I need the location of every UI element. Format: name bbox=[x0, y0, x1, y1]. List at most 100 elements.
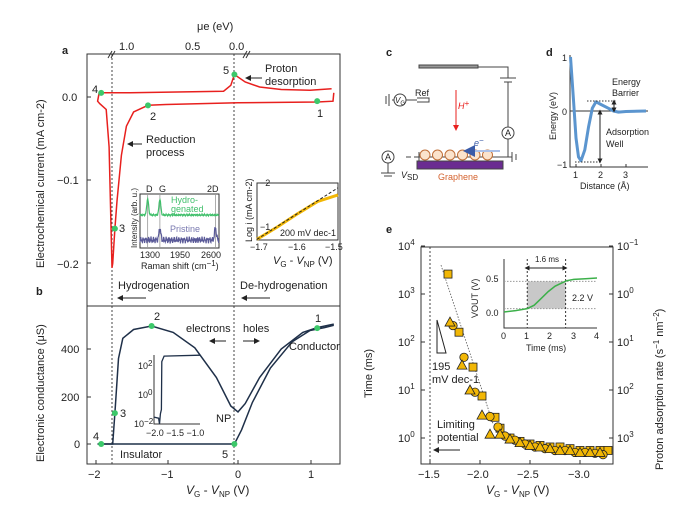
ammeter-top bbox=[501, 126, 515, 140]
b-x-tick: −1 bbox=[161, 469, 174, 481]
data-point-triangle bbox=[524, 439, 536, 450]
e-x-tick: −2.0 bbox=[467, 469, 489, 481]
top-tick-label: 0.5 bbox=[185, 41, 200, 53]
logi-plot bbox=[256, 187, 339, 241]
data-point-triangle bbox=[534, 441, 546, 452]
raman-hydrogenated-spectrum bbox=[139, 196, 220, 218]
logi-y-tick: −1 bbox=[260, 222, 270, 232]
shaded-interval bbox=[527, 281, 566, 309]
e-x-tick: −1.5 bbox=[418, 469, 440, 481]
panel-label-e: e bbox=[386, 224, 392, 236]
panel-label-c: c bbox=[386, 47, 392, 59]
proton-desorption-label: desorption bbox=[265, 76, 316, 88]
e-y2-tick-label: 103 bbox=[617, 430, 634, 445]
a-point-label: 2 bbox=[150, 111, 156, 123]
well-label: Adsorption bbox=[606, 127, 649, 137]
e-inset-plot bbox=[503, 259, 598, 328]
data-point-circle bbox=[493, 422, 503, 432]
top-tick-label: 1.0 bbox=[119, 41, 134, 53]
well-label: Well bbox=[606, 139, 623, 149]
logi-y-tick: −2 bbox=[260, 178, 270, 188]
d-x-tick: 1 bbox=[573, 170, 578, 180]
data-point-square bbox=[477, 391, 487, 401]
conductor-label: Conductor bbox=[289, 341, 340, 353]
logi-x-tick: −1.6 bbox=[288, 242, 306, 252]
raman-inset-frame bbox=[139, 193, 220, 249]
top-tick-label: 0.0 bbox=[229, 41, 244, 53]
data-point-triangle bbox=[444, 316, 456, 327]
panel-label-b: b bbox=[36, 286, 43, 298]
vsd-label: VSD bbox=[401, 170, 418, 182]
e-y-tick-label: 102 bbox=[398, 334, 415, 349]
interval-label: 1.6 ms bbox=[535, 255, 559, 264]
energy-curve bbox=[569, 56, 647, 163]
b-x-tick: −2 bbox=[88, 469, 101, 481]
b-conductance-plot bbox=[97, 322, 334, 447]
panel-label-d: d bbox=[546, 47, 553, 59]
e-y-tick-label: 100 bbox=[398, 430, 415, 445]
logi-fit-line bbox=[256, 187, 339, 240]
raman-hydrogenated-label: Hydro- bbox=[171, 195, 198, 205]
b-inset-y-tick: 102 bbox=[138, 359, 153, 371]
e-inset-y-tick: 0.5 bbox=[486, 274, 499, 284]
d-x-tick: 3 bbox=[623, 170, 628, 180]
b-x-tick: 1 bbox=[308, 469, 314, 481]
b-inset-axes bbox=[153, 355, 200, 425]
conductance-log-curve bbox=[153, 354, 201, 425]
data-point-triangle bbox=[564, 444, 576, 455]
b-point-label: 1 bbox=[315, 313, 321, 325]
a-point-label: 1 bbox=[317, 108, 323, 120]
limiting-potential-label: Limiting bbox=[437, 419, 475, 431]
data-point-square bbox=[454, 327, 464, 337]
d-ticks bbox=[575, 164, 627, 167]
data-point-circle bbox=[459, 352, 469, 362]
hydrogen-atom bbox=[432, 149, 443, 161]
vout-curve bbox=[503, 277, 598, 313]
state-marker bbox=[111, 225, 118, 232]
b-x-axis-label: VG - VNP (V) bbox=[186, 483, 249, 499]
b-y-tick: 200 bbox=[61, 392, 79, 404]
ground-left bbox=[381, 163, 395, 177]
b-inset-x-ticks: −2.0 −1.5 −1.0 bbox=[146, 428, 204, 438]
raman-hydrogenated-label: genated bbox=[171, 204, 204, 214]
e-inset-x-tick: 3 bbox=[571, 331, 576, 341]
reference-electrode bbox=[406, 97, 430, 103]
raman-peak-label: G bbox=[159, 184, 166, 194]
energy-profile bbox=[569, 56, 647, 163]
ground-vg bbox=[385, 94, 401, 106]
b-inset-y-tick: 10−2 bbox=[134, 417, 154, 429]
ammeter-label: A bbox=[505, 128, 511, 138]
raman-x-tick: 1950 bbox=[170, 250, 190, 260]
data-point-triangle bbox=[584, 446, 596, 457]
b-x-tick: 0 bbox=[235, 469, 241, 481]
data-point-triangle bbox=[554, 444, 566, 455]
np-label: NP bbox=[216, 413, 231, 425]
barrier-label: Barrier bbox=[612, 88, 639, 98]
logi-x-tick: −1.7 bbox=[250, 242, 268, 252]
dehydrogenation-label: De-hydrogenation bbox=[240, 280, 327, 292]
proton-desorption-label: Proton bbox=[265, 63, 297, 75]
b-inset-plot bbox=[153, 354, 201, 425]
a-y-tick: −0.2 bbox=[57, 259, 79, 271]
raman-peak-label: 2D bbox=[207, 184, 219, 194]
d-x-tick: 2 bbox=[598, 170, 603, 180]
top-axis-break-marks bbox=[107, 50, 251, 59]
a-point-label: 3 bbox=[119, 223, 125, 235]
logi-inset-frame bbox=[256, 182, 339, 241]
proton-label: H+ bbox=[458, 99, 470, 111]
raman-x-tick: 2600 bbox=[201, 250, 221, 260]
data-point-square bbox=[443, 269, 453, 279]
b-point-label: 3 bbox=[120, 408, 126, 420]
e-y2-tick-label: 100 bbox=[617, 286, 634, 301]
state-marker bbox=[98, 89, 105, 96]
b-ticks bbox=[87, 348, 312, 464]
data-point-triangle bbox=[514, 436, 526, 448]
hydrogen-atom bbox=[419, 149, 431, 161]
e-inset-x-tick: 1 bbox=[524, 331, 529, 341]
counter-wire bbox=[478, 66, 516, 158]
logi-x-tick: −1.5 bbox=[325, 242, 343, 252]
voltage-label: 2.2 V bbox=[572, 293, 593, 303]
a-point-label: 4 bbox=[92, 84, 98, 96]
state-marker bbox=[314, 325, 321, 332]
